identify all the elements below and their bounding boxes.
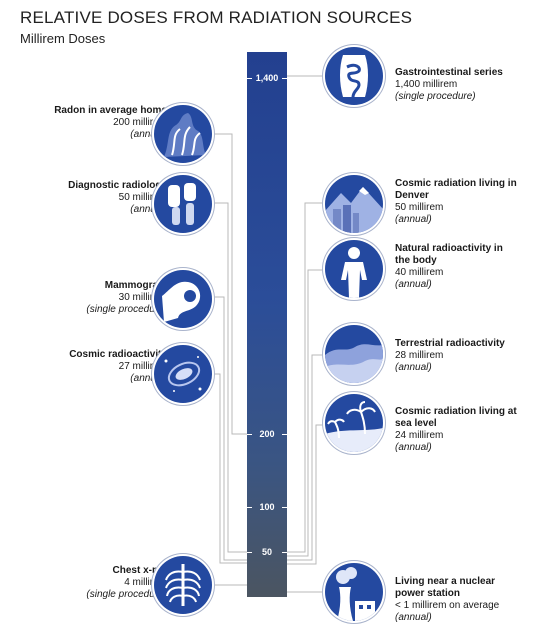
- intestine-icon: [325, 47, 383, 105]
- tick-1400: 1,400: [247, 73, 287, 83]
- terrain-icon: [325, 325, 383, 383]
- label-mammogram: Mammogram 30 millirem (single procedure): [86, 280, 167, 315]
- x-ray-bones-icon: [154, 175, 212, 233]
- label-denver: Cosmic radiation living in Denver 50 mil…: [395, 178, 517, 225]
- house-radon-icon: [154, 105, 212, 163]
- label-cosmic-radioactivity: Cosmic radioactivity 27 millirem (annual…: [69, 349, 167, 384]
- leader-radon: [212, 133, 247, 435]
- leader-mammogram: [212, 296, 247, 561]
- palm-beach-icon: [325, 394, 383, 452]
- power-plant-icon: [325, 563, 383, 621]
- leader-sealevel: [287, 424, 323, 565]
- ribcage-icon: [154, 556, 212, 614]
- label-radon: Radon in average home 200 millirem (annu…: [54, 105, 167, 140]
- label-nuclear: Living near a nuclear power station < 1 …: [395, 576, 500, 623]
- label-terrestrial: Terrestrial radioactivity 28 millirem (a…: [395, 338, 505, 373]
- mountain-city-icon: [325, 175, 383, 233]
- dose-scale-bar: [247, 52, 287, 597]
- label-gastrointestinal: Gastrointestinal series 1,400 millirem (…: [395, 67, 503, 102]
- leader-denver: [287, 202, 323, 553]
- human-body-icon: [325, 240, 383, 298]
- leader-cosmic: [212, 373, 247, 564]
- label-sea-level: Cosmic radiation living at sea level 24 …: [395, 406, 517, 453]
- label-chest-xray: Chest x-ray 4 millirem (single procedure…: [86, 565, 167, 600]
- label-natural-body: Natural radioactivity in the body 40 mil…: [395, 243, 503, 290]
- leader-terrestrial: [287, 354, 323, 561]
- page-subtitle: Millirem Doses: [20, 31, 106, 46]
- tick-200: 200: [247, 429, 287, 439]
- galaxy-icon: [154, 345, 212, 403]
- tick-100: 100: [247, 502, 287, 512]
- tick-50: 50: [247, 547, 287, 557]
- mammogram-icon: [154, 270, 212, 328]
- leader-body: [287, 269, 323, 557]
- label-diagnostic-radiology: Diagnostic radiology 50 millirem (annual…: [68, 180, 167, 215]
- page-title: RELATIVE DOSES FROM RADIATION SOURCES: [20, 8, 413, 27]
- leader-diagnostic: [212, 202, 247, 553]
